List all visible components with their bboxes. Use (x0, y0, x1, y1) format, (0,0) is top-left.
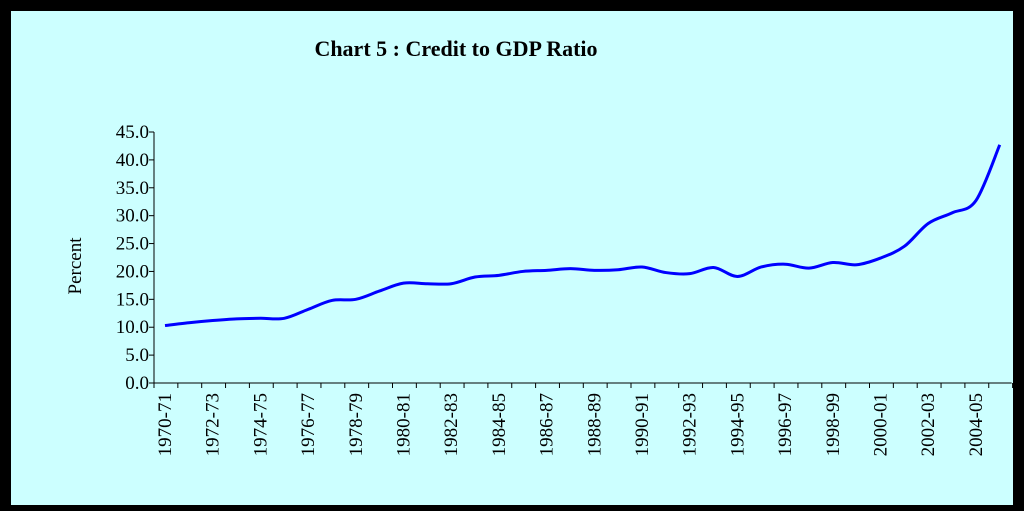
y-tick-label: 0.0 (125, 373, 149, 394)
y-tick-label: 40.0 (116, 150, 149, 171)
x-axis: 1970-71 1972-73 1974-75 1976-77 1978-79 1980-… (153, 382, 1014, 456)
y-tick-label: 25.0 (116, 234, 149, 255)
series-group (164, 144, 1002, 328)
x-tick-label: 1980-81 (394, 393, 415, 456)
series-line (164, 144, 1002, 328)
x-tick-label: 1990-91 (632, 393, 653, 456)
x-tick-label: 1994-95 (727, 393, 748, 456)
x-tick-label: 1992-93 (680, 393, 701, 456)
y-tick-label: 15.0 (116, 289, 149, 310)
x-tick-label: 1982-83 (441, 393, 462, 456)
x-tick-label: 2004-05 (966, 393, 987, 456)
x-tick-label: 2002-03 (918, 393, 939, 456)
x-tick-label: 1972-73 (203, 393, 224, 456)
x-tick-label: 2000-01 (871, 393, 892, 456)
x-tick-label: 1984-85 (489, 393, 510, 456)
x-tick-label: 1986-87 (537, 393, 558, 456)
x-tick-label: 1988-89 (584, 393, 605, 456)
x-tick-label: 1978-79 (346, 393, 367, 456)
y-tick-label: 5.0 (125, 345, 149, 366)
x-tick-label: 1974-75 (250, 393, 271, 456)
y-tick-label: 45.0 (116, 122, 149, 143)
y-axis-label: Percent (65, 237, 86, 295)
chart-title: Chart 5 : Credit to GDP Ratio (314, 36, 597, 61)
x-tick-label: 1996-97 (775, 393, 796, 456)
x-tick-label: 1976-77 (298, 393, 319, 456)
y-axis: 0.0 5.0 10.0 15.0 20.0 25.0 30.0 35.0 40.0 45.0 (116, 122, 155, 394)
y-tick-label: 20.0 (116, 261, 149, 282)
chart-panel: Chart 5 : Credit to GDP Ratio Percent 0.… (10, 10, 1014, 506)
y-tick-label: 10.0 (116, 317, 149, 338)
y-tick-label: 30.0 (116, 206, 149, 227)
y-tick-label: 35.0 (116, 178, 149, 199)
x-tick-label: 1970-71 (155, 393, 176, 456)
line-chart: Chart 5 : Credit to GDP Ratio Percent 0.… (65, 36, 1014, 456)
x-tick-label: 1998-99 (823, 393, 844, 456)
